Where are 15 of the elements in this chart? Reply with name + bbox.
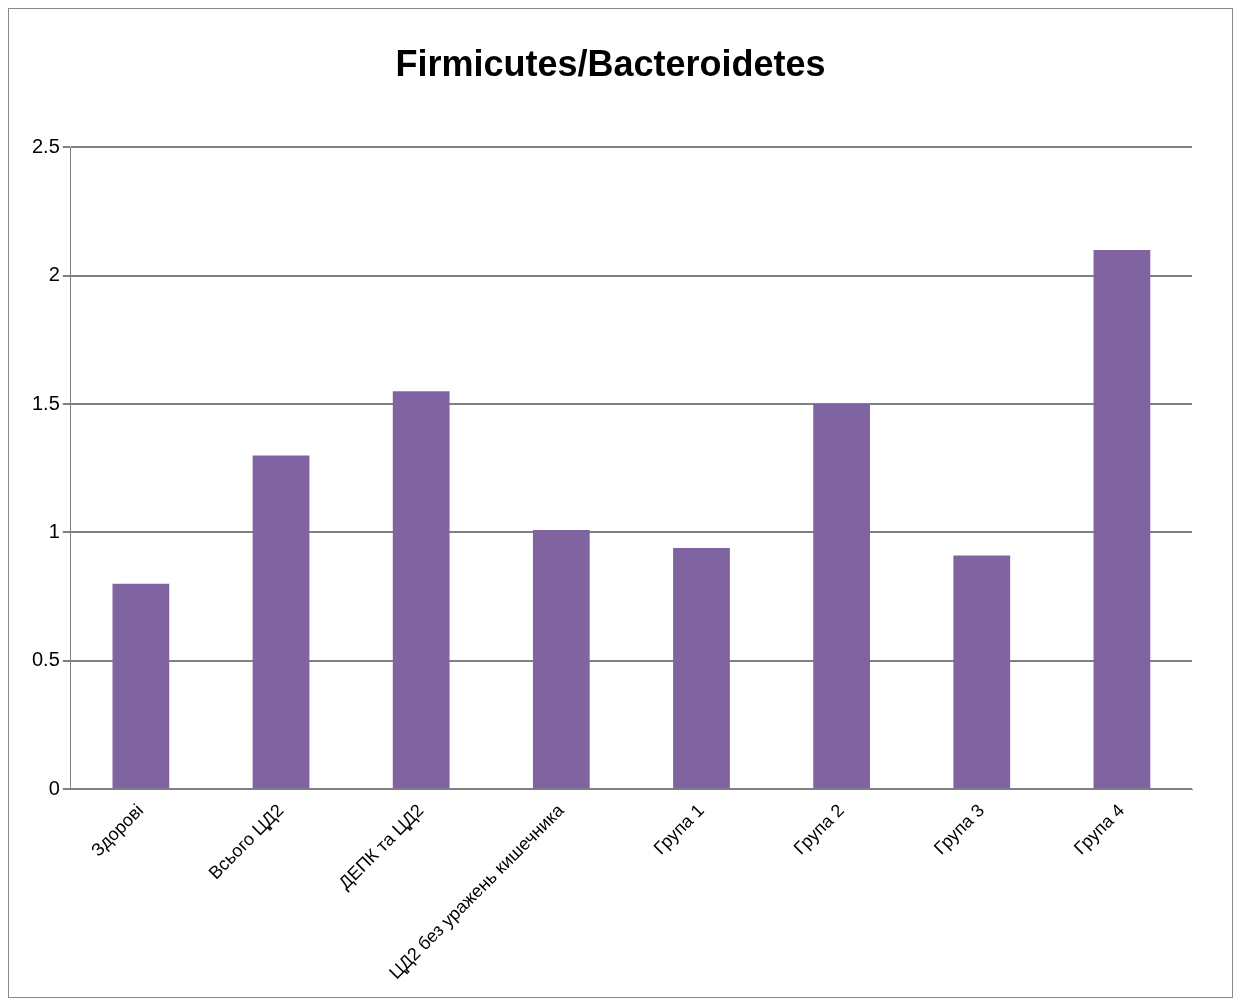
bar	[112, 583, 170, 789]
y-tick-label: 2.5	[31, 134, 60, 157]
bar	[252, 455, 310, 789]
bar	[532, 529, 590, 789]
bar	[673, 547, 730, 789]
bar	[1093, 249, 1151, 789]
bar	[813, 404, 871, 789]
y-tick-label: 0	[48, 776, 60, 799]
y-tick-label: 1.5	[31, 391, 60, 414]
y-tick-label: 1	[48, 520, 60, 542]
chart-title: Firmicutes/Bacteroidetes	[395, 42, 826, 84]
bar	[953, 555, 1011, 789]
y-tick-label: 2	[48, 263, 60, 286]
bar	[392, 391, 450, 789]
y-tick-label: 0.5	[31, 648, 60, 671]
